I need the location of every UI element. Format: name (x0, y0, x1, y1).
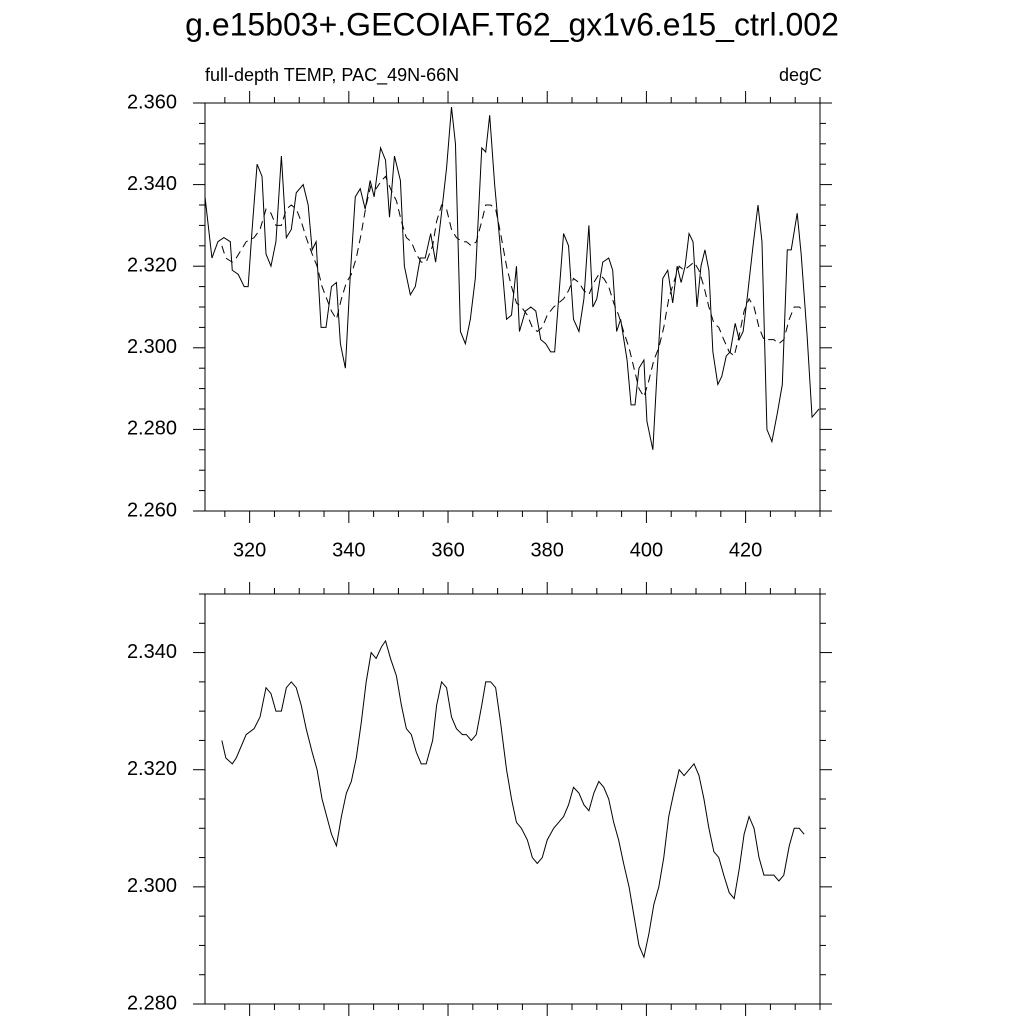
x-tick-label: 360 (431, 539, 464, 561)
y-tick-label: 2.320 (127, 758, 177, 780)
y-tick-label: 2.280 (127, 418, 177, 440)
x-tick-label: 420 (729, 539, 762, 561)
y-tick-label: 2.260 (127, 499, 177, 521)
data-line (204, 107, 820, 450)
x-tick-label: 340 (332, 539, 365, 561)
subtitle-left: full-depth TEMP, PAC_49N-66N (205, 65, 459, 86)
x-tick-label: 380 (531, 539, 564, 561)
y-tick-label: 2.280 (127, 992, 177, 1014)
y-tick-label: 2.300 (127, 336, 177, 358)
y-tick-label: 2.360 (127, 91, 177, 113)
plot-frame (204, 593, 821, 1005)
y-tick-label: 2.300 (127, 875, 177, 897)
figure-title: g.e15b03+.GECOIAF.T62_gx1v6.e15_ctrl.002 (185, 6, 839, 42)
y-tick-label: 2.340 (127, 173, 177, 195)
x-tick-label: 320 (233, 539, 266, 561)
y-tick-label: 2.340 (127, 641, 177, 663)
data-line (221, 639, 805, 959)
y-tick-label: 2.320 (127, 254, 177, 276)
data-line (221, 175, 805, 398)
subtitle-right: degC (779, 65, 822, 85)
x-tick-label: 400 (630, 539, 663, 561)
